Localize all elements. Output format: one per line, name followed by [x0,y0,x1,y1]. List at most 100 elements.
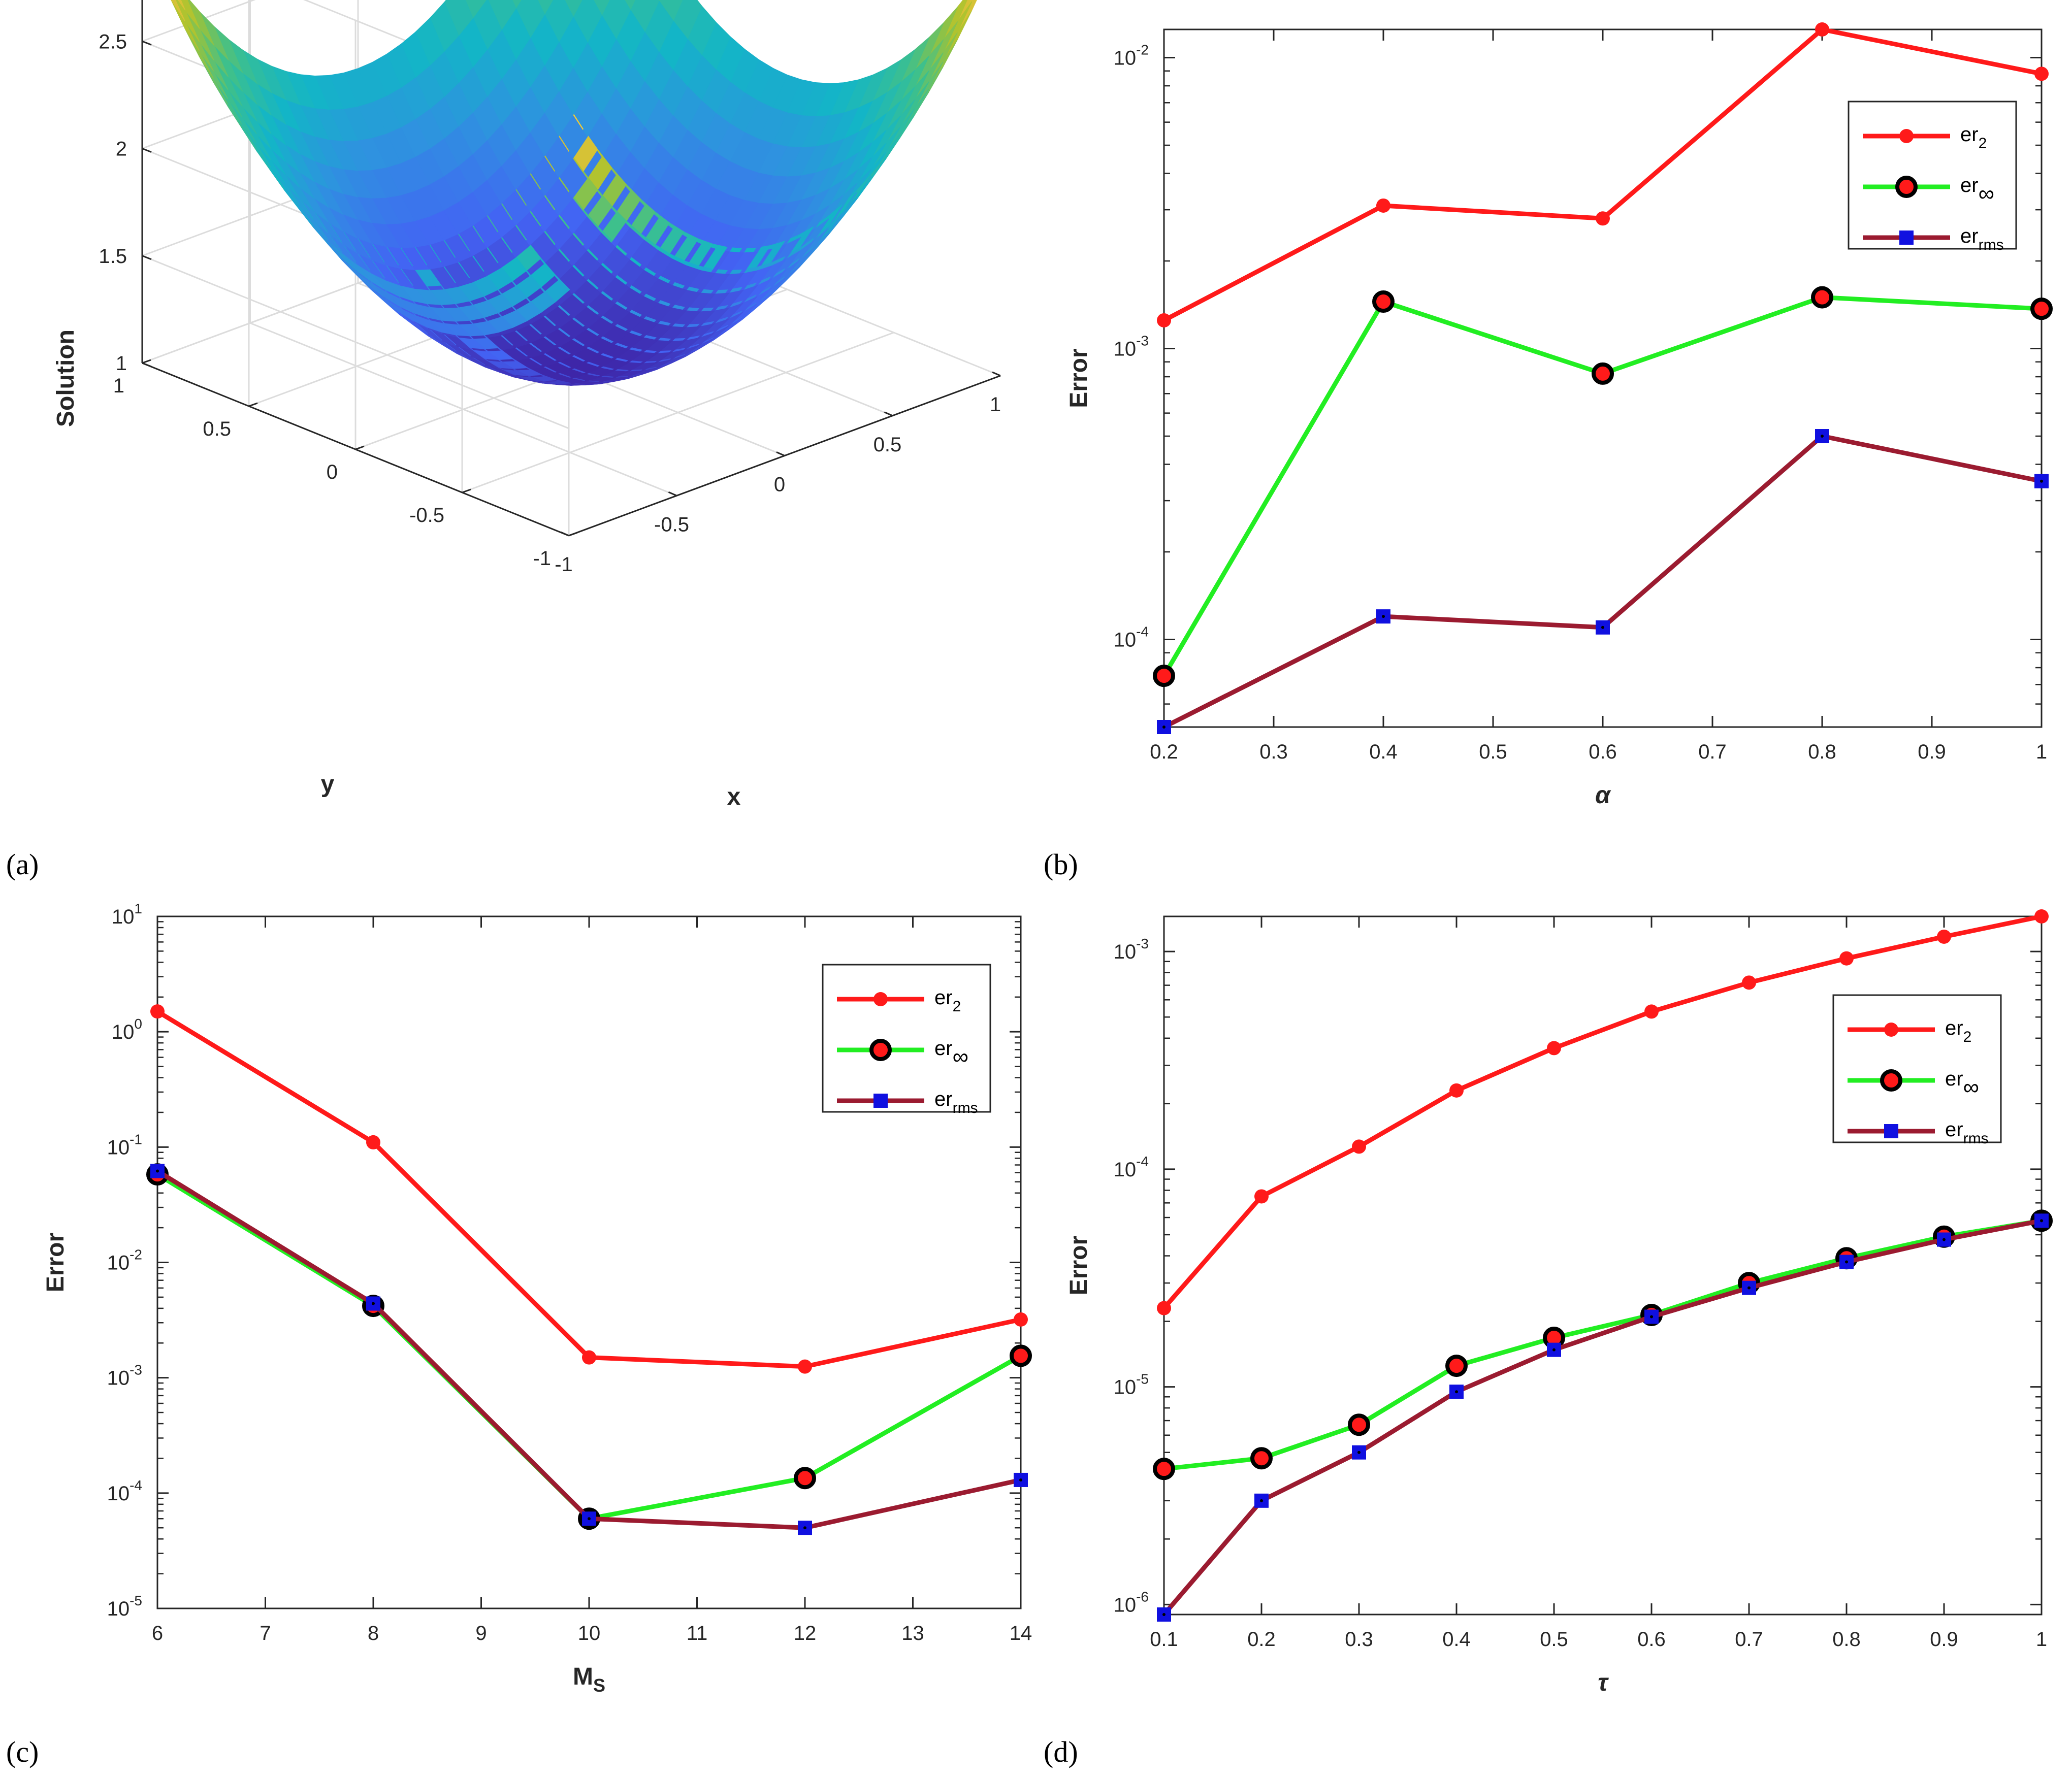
surface-patch [180,0,200,29]
z-tick [142,148,152,153]
panel-labels: (a) (b) (c) (d) [6,848,1078,1768]
legend-label-er2: er2 [1945,1017,1971,1045]
y-tick-label: 10-3 [107,1362,142,1390]
y-axis-label: Error [42,1233,69,1292]
y-tick-label: 0.5 [203,418,231,440]
legend-label-er2: er2 [1960,123,1987,152]
x-tick-label: 0.9 [1918,741,1946,763]
erinf-marker [1372,290,1395,313]
er2-marker [798,1359,812,1374]
panel-label-c: (c) [6,1735,39,1768]
er2-marker [1644,1004,1659,1019]
surface-patch [624,0,636,11]
x-tick-label: -1 [555,553,573,576]
errms-marker-dot [1942,1238,1946,1241]
legend-label-errms: errms [934,1088,978,1116]
er2-marker [2034,909,2049,924]
er2-marker [2034,67,2049,81]
z-tick-label: 2.5 [99,30,127,53]
x-tick-label: -0.5 [654,513,689,536]
er2-marker [1254,1189,1269,1204]
er2-marker [1815,22,1829,37]
x-tick-label: 0.9 [1930,1628,1958,1651]
errms-marker-dot [1357,1451,1361,1454]
surface-patch [537,0,554,15]
legend-label-er2: er2 [934,986,961,1015]
erinf-marker [1250,1447,1273,1470]
x-tick-label: 8 [368,1622,379,1644]
legend-label-errms: errms [1960,225,2004,253]
x-tick-label: 0.2 [1150,741,1178,763]
y-tick-label: 0 [327,461,338,483]
y-tick-label: 10-4 [107,1477,142,1505]
gridline [142,0,256,42]
x-tick [560,531,569,537]
er2-marker [1376,198,1390,213]
er2-marker [1449,1083,1464,1098]
x-tick-label: 0.5 [873,434,902,456]
errms-marker-dot [1552,1348,1556,1352]
legend-marker-er2 [1884,1023,1898,1037]
errms-line [1162,434,2042,730]
surface-patch [465,0,487,19]
x-tick-label: 0.7 [1735,1628,1763,1651]
legend-marker-erinf [869,1039,892,1061]
x-tick-label: 0.8 [1808,741,1836,763]
z-tick [142,40,152,46]
er2-marker [366,1135,380,1149]
er2-marker [1839,951,1854,966]
errms-marker-dot [1821,435,1824,438]
x-tick-label: 14 [1010,1622,1032,1644]
surface-patch [593,0,610,16]
y-tick-label: 10-5 [1114,1371,1149,1399]
erinf-marker [1445,1355,1468,1377]
legend: er2 er∞ errms [1848,101,2017,253]
y-tick-label: 10-3 [1114,333,1149,360]
y-axis-label: Error [1065,1236,1092,1295]
legend-marker-er2 [1899,129,1914,143]
y-tick-label: -1 [533,547,551,570]
x-tick-label: 10 [578,1622,601,1644]
y-tick-label: 10-2 [107,1247,142,1274]
x-tick [776,451,785,456]
x-tick-label: 0.4 [1369,741,1398,763]
errms-marker-dot [1747,1286,1751,1290]
erinf-marker [2030,298,2053,320]
x-axis-label: x [727,783,741,810]
x-tick-label: 1 [990,393,1001,416]
x-tick-label: 0.8 [1832,1628,1861,1651]
x-tick-label: 11 [687,1622,708,1644]
er2-marker [150,1004,165,1019]
legend-label-errms: errms [1945,1118,1989,1147]
x-tick-label: 0.1 [1150,1628,1178,1651]
y-tick [568,532,578,537]
erinf-line [1162,295,2042,677]
legend-box [1848,101,2017,250]
surface [171,0,977,386]
erinf-marker [1153,1458,1175,1480]
er2-marker [1937,929,1951,944]
x-axis-label: α [1595,782,1611,809]
plot-frame [1163,915,2043,1616]
x-tick-label: 6 [152,1622,163,1644]
panel-a-surface-plot: 11.522.53-1-0.500.51-1-0.500.51Solutionx… [52,0,1001,810]
er2-marker [1742,975,1756,990]
panel-d-error-vs-tau: 10-6 10-5 10-4 10-3 0.1 0.2 0.3 0.4 0.5 0.6 0.7 0.8… [1065,909,2053,1696]
y-tick-label: 101 [112,901,142,928]
errms-marker-dot [588,1517,591,1521]
er2-marker [1014,1312,1028,1327]
x-tick [668,491,677,497]
y-tick-label: 1 [113,375,124,397]
y-axis-label: y [321,771,335,798]
panel-label-b: (b) [1044,848,1078,881]
errms-marker-dot [372,1302,375,1305]
x-tick-label: 13 [901,1622,924,1644]
surface-patch [171,0,185,22]
legend-marker-erinf [1895,176,1918,198]
errms-marker-dot [1601,625,1604,629]
errms-marker-dot [1382,615,1385,618]
er2-marker [1157,1301,1171,1315]
legend-label-erinf: er∞ [934,1037,968,1069]
x-tick-label: 0.3 [1259,741,1288,763]
y-tick-label: 10-6 [1114,1589,1149,1616]
